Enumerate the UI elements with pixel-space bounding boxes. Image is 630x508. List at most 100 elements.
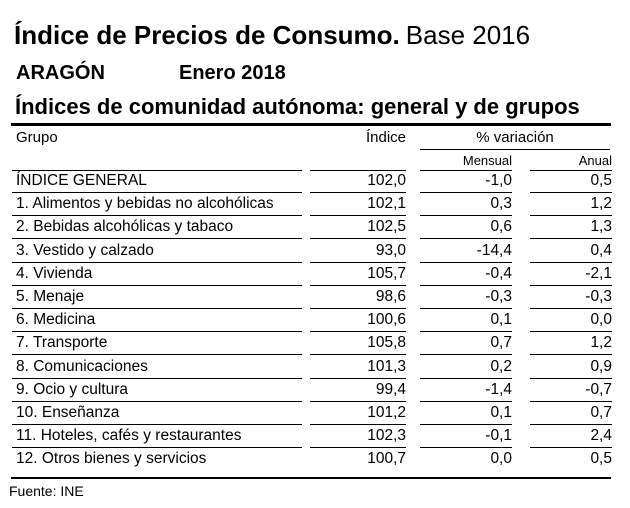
row-divider [530,192,612,193]
cell-indice: 105,8 [367,334,406,351]
row-divider [12,424,302,425]
row-divider [12,215,302,216]
cell-anual: 1,2 [590,334,612,351]
cell-indice: 102,1 [367,195,406,212]
cell-mensual: -1,0 [485,172,512,189]
row-divider [530,424,612,425]
row-divider [310,308,406,309]
cell-mensual: 0,0 [490,450,512,467]
cell-anual: 0,9 [590,358,612,375]
row-divider [310,285,406,286]
cell-anual: 0,0 [590,311,612,328]
top-rule [11,123,611,126]
header-anual: Anual [578,153,612,168]
header-mensual: Mensual [462,153,512,168]
row-divider [420,285,512,286]
cell-anual: 0,5 [590,450,612,467]
row-divider [310,192,406,193]
cell-mensual: -1,4 [485,381,512,398]
row-divider [420,192,512,193]
cell-indice: 100,6 [367,311,406,328]
header-variacion: % variación [476,129,554,146]
row-divider [310,401,406,402]
row-divider [530,447,612,448]
row-divider [530,354,612,355]
cell-grupo: 7. Transporte [16,334,108,351]
cell-grupo: ÍNDICE GENERAL [16,172,147,189]
row-divider [310,378,406,379]
cell-mensual: 0,1 [490,311,512,328]
cell-grupo: 3. Vestido y calzado [16,242,154,259]
cell-indice: 99,4 [375,381,406,398]
row-divider [530,285,612,286]
header-divider [420,170,512,171]
cell-grupo: 9. Ocio y cultura [16,381,128,398]
row-divider [310,354,406,355]
cell-anual: 0,4 [590,242,612,259]
row-divider [310,238,406,239]
region-label: ARAGÓN [16,62,105,84]
header-indice: Índice [365,129,406,146]
cell-anual: -2,1 [585,265,612,282]
row-divider [420,215,512,216]
row-divider [420,378,512,379]
row-divider [310,215,406,216]
row-divider [310,331,406,332]
cell-indice: 98,6 [375,288,406,305]
row-divider [310,447,406,448]
cell-grupo: 6. Medicina [16,311,96,328]
cell-indice: 101,2 [367,404,406,421]
row-divider [530,215,612,216]
row-divider [420,447,512,448]
row-divider [12,354,302,355]
row-divider [420,354,512,355]
cell-mensual: 0,1 [490,404,512,421]
row-divider [420,424,512,425]
row-divider [12,447,302,448]
header-divider [530,170,612,171]
header-divider [12,170,302,171]
row-divider [310,262,406,263]
cell-grupo: 11. Hoteles, cafés y restaurantes [16,427,242,444]
cell-indice: 102,5 [367,218,406,235]
cell-mensual: -14,4 [476,242,512,259]
row-divider [530,401,612,402]
row-divider [420,238,512,239]
header-grupo: Grupo [16,129,58,146]
cell-anual: 0,7 [590,404,612,421]
cell-mensual: -0,4 [485,265,512,282]
source-note: Fuente: INE [9,483,84,499]
cell-indice: 100,7 [367,450,406,467]
cell-mensual: 0,2 [490,358,512,375]
header-variacion-rule [420,149,610,150]
row-divider [12,331,302,332]
cell-anual: 1,2 [590,195,612,212]
row-divider [12,378,302,379]
cell-mensual: -0,1 [485,427,512,444]
cell-indice: 101,3 [367,358,406,375]
cell-anual: 2,4 [590,427,612,444]
title-main: Índice de Precios de Consumo. [14,20,400,50]
row-divider [420,331,512,332]
row-divider [420,262,512,263]
row-divider [420,401,512,402]
cell-indice: 105,7 [367,265,406,282]
cell-grupo: 8. Comunicaciones [16,358,148,375]
cell-anual: -0,7 [585,381,612,398]
row-divider [420,308,512,309]
cell-grupo: 5. Menaje [16,288,85,305]
bottom-rule [11,477,611,479]
cell-anual: -0,3 [585,288,612,305]
row-divider [12,401,302,402]
row-divider [530,238,612,239]
row-divider [530,262,612,263]
cell-grupo: 2. Bebidas alcohólicas y tabaco [16,218,234,235]
page-title: Índice de Precios de Consumo. Base 2016 [14,20,530,51]
cell-grupo: 1. Alimentos y bebidas no alcohólicas [16,195,274,212]
cell-mensual: -0,3 [485,288,512,305]
cell-anual: 0,5 [590,172,612,189]
row-divider [530,378,612,379]
row-divider [310,424,406,425]
row-divider [12,308,302,309]
cell-mensual: 0,3 [490,195,512,212]
